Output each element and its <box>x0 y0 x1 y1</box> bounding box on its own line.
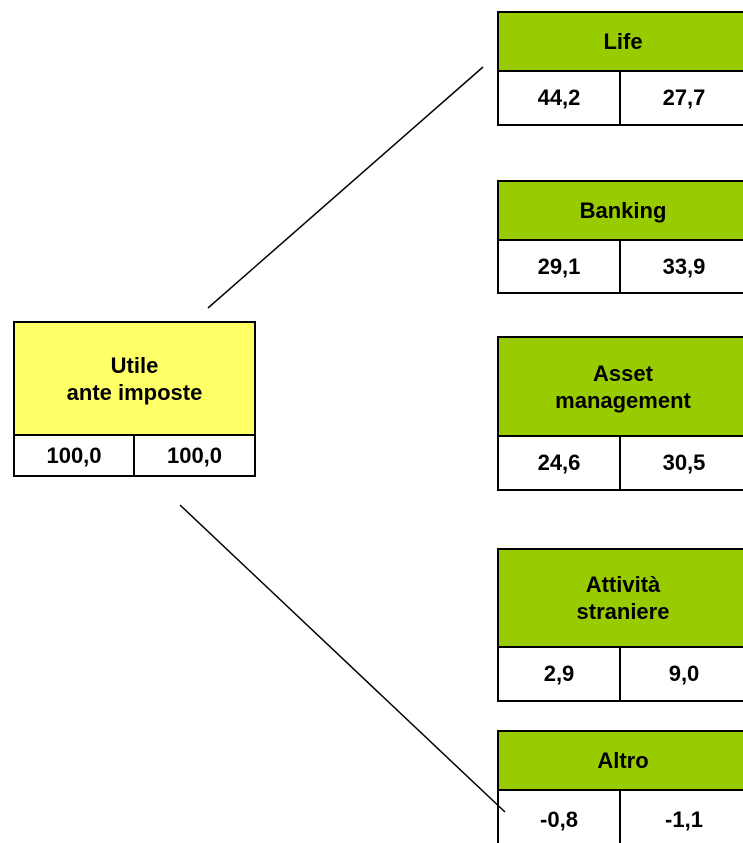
value-cell: -1,1 <box>619 791 743 843</box>
connector <box>207 66 484 309</box>
value-cell: 100,0 <box>46 442 102 468</box>
node-label: Asset <box>593 360 653 386</box>
connector <box>179 504 506 813</box>
value-row: 44,2 27,7 <box>499 72 743 124</box>
node-box: Asset management 24,6 30,5 <box>497 336 743 491</box>
node-box: Utile ante imposte 100,0 100,0 <box>13 321 256 477</box>
node-header: Asset management <box>499 338 743 437</box>
node-label: Banking <box>579 198 667 223</box>
node-box: Banking 29,1 33,9 <box>497 180 743 294</box>
node-box: Attività straniere 2,9 9,0 <box>497 548 743 702</box>
node-label: management <box>555 387 691 413</box>
node-header: Life <box>499 13 743 72</box>
node-label: Attività <box>585 572 661 597</box>
node-label: Life <box>603 29 643 54</box>
value-cell: 29,1 <box>537 253 581 279</box>
value-cell: 44,2 <box>537 85 581 110</box>
value-cell: -0,8 <box>540 806 578 832</box>
value-cell: 2,9 <box>543 661 575 686</box>
value-cell: 27,7 <box>619 72 743 124</box>
value-row: 100,0 100,0 <box>15 436 254 475</box>
node-label: straniere <box>576 599 670 624</box>
value-cell: 100,0 <box>133 436 254 475</box>
value-row: -0,8 -1,1 <box>499 791 743 843</box>
node-header: Attività straniere <box>499 550 743 648</box>
value-cell: 33,9 <box>619 241 743 292</box>
value-cell: 30,5 <box>619 437 743 489</box>
node-header: Utile ante imposte <box>15 323 254 436</box>
node-label: Utile <box>110 352 159 378</box>
value-row: 29,1 33,9 <box>499 241 743 292</box>
value-cell: 9,0 <box>619 648 743 700</box>
value-cell: 24,6 <box>537 450 581 475</box>
node-label: Altro <box>597 748 649 773</box>
node-header: Altro <box>499 732 743 791</box>
node-label: ante imposte <box>66 379 203 405</box>
node-header: Banking <box>499 182 743 241</box>
node-box: Life 44,2 27,7 <box>497 11 743 126</box>
value-row: 2,9 9,0 <box>499 648 743 700</box>
node-box: Altro -0,8 -1,1 <box>497 730 743 843</box>
value-row: 24,6 30,5 <box>499 437 743 489</box>
